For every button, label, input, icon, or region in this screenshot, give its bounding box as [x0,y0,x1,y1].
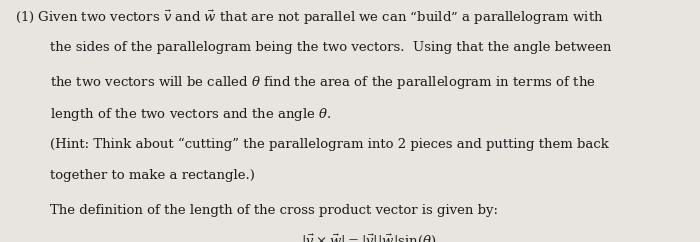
Text: length of the two vectors and the angle $\theta$.: length of the two vectors and the angle … [50,106,332,123]
Text: $|\vec{v} \times \vec{w}| = |\vec{v}||\vec{w}|\sin(\theta)$: $|\vec{v} \times \vec{w}| = |\vec{v}||\v… [301,232,437,242]
Text: the sides of the parallelogram being the two vectors.  Using that the angle betw: the sides of the parallelogram being the… [50,41,612,54]
Text: (Hint: Think about “cutting” the parallelogram into 2 pieces and putting them ba: (Hint: Think about “cutting” the paralle… [50,138,609,151]
Text: The definition of the length of the cross product vector is given by:: The definition of the length of the cros… [50,204,498,218]
Text: together to make a rectangle.): together to make a rectangle.) [50,169,256,182]
Text: the two vectors will be called $\theta$ find the area of the parallelogram in te: the two vectors will be called $\theta$ … [50,74,596,91]
Text: (1) Given two vectors $\vec{v}$ and $\vec{w}$ that are not parallel we can “buil: (1) Given two vectors $\vec{v}$ and $\ve… [15,8,604,27]
